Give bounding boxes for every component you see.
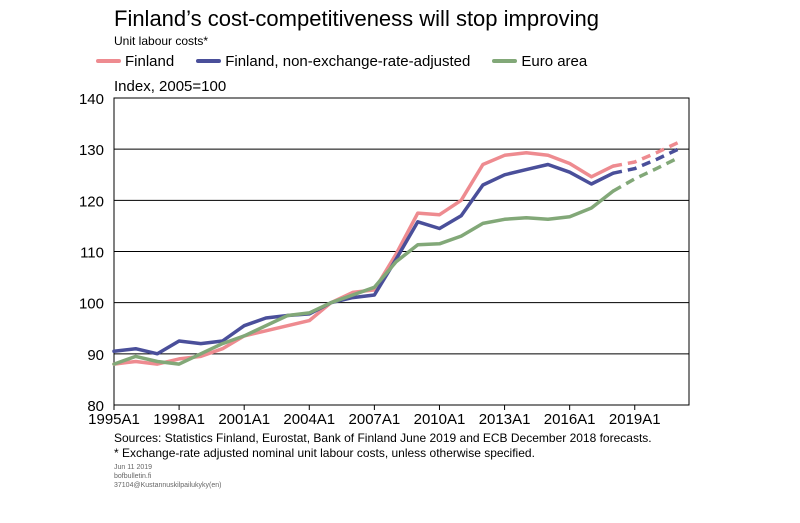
y-tick-label-90: 90 bbox=[87, 347, 104, 364]
y-tick-label-120: 120 bbox=[79, 193, 104, 210]
x-tick-label-2001A1: 2001A1 bbox=[218, 411, 270, 428]
x-tick-label-2010A1: 2010A1 bbox=[414, 411, 466, 428]
x-tick-label-2013A1: 2013A1 bbox=[479, 411, 531, 428]
legend-swatch-finland bbox=[96, 59, 121, 63]
meta-site: bofbulletin.fi bbox=[114, 473, 152, 480]
x-tick-label-1995A1: 1995A1 bbox=[88, 411, 140, 428]
legend-swatch-finland-non-adjusted bbox=[196, 59, 222, 63]
x-tick-label-2004A1: 2004A1 bbox=[283, 411, 335, 428]
series-line-finland-non-exchange-rate-adjusted bbox=[112, 162, 615, 356]
y-tick-label-130: 130 bbox=[79, 142, 104, 159]
y-axis-label: Index, 2005=100 bbox=[114, 78, 227, 95]
footnote: * Exchange-rate adjusted nominal unit la… bbox=[114, 446, 535, 460]
legend-item-finland: Finland bbox=[96, 53, 174, 70]
legend-label-euro-area: Euro area bbox=[521, 52, 588, 70]
series-line-euro-area bbox=[112, 189, 615, 366]
legend-label-finland-non-adjusted: Finland, non-exchange-rate-adjusted bbox=[225, 52, 471, 70]
x-tick-label-2019A1: 2019A1 bbox=[609, 411, 661, 428]
series-forecast-euro-area bbox=[612, 156, 679, 193]
x-tick-label-2007A1: 2007A1 bbox=[349, 411, 401, 428]
legend-item-euro-area: Euro area bbox=[492, 53, 587, 70]
x-tick-label-1998A1: 1998A1 bbox=[153, 411, 205, 428]
series-forecast-finland-non-exchange-rate-adjusted bbox=[612, 147, 679, 175]
y-tick-label-80: 80 bbox=[87, 398, 104, 415]
legend-swatch-euro-area bbox=[492, 59, 518, 63]
legend-item-finland-non-adjusted: Finland, non-exchange-rate-adjusted bbox=[196, 53, 470, 70]
series-forecast-finland bbox=[612, 140, 679, 168]
meta-code: 37104@Kustannuskilpailukyky(en) bbox=[114, 482, 222, 489]
legend-label-finland: Finland bbox=[125, 52, 175, 70]
chart-subtitle: Unit labour costs* bbox=[114, 34, 209, 48]
chart-title: Finland’s cost-competitiveness will stop… bbox=[114, 6, 600, 31]
legend: Finland Finland, non-exchange-rate-adjus… bbox=[96, 51, 609, 71]
y-tick-label-110: 110 bbox=[80, 245, 104, 262]
y-tick-label-140: 140 bbox=[79, 91, 104, 108]
series-line-finland bbox=[112, 150, 615, 366]
x-tick-label-2016A1: 2016A1 bbox=[544, 411, 596, 428]
y-tick-label-100: 100 bbox=[79, 296, 104, 313]
plot-frame bbox=[113, 97, 690, 406]
meta-date: Jun 11 2019 bbox=[114, 464, 153, 471]
source-note: Sources: Statistics Finland, Eurostat, B… bbox=[114, 431, 652, 445]
